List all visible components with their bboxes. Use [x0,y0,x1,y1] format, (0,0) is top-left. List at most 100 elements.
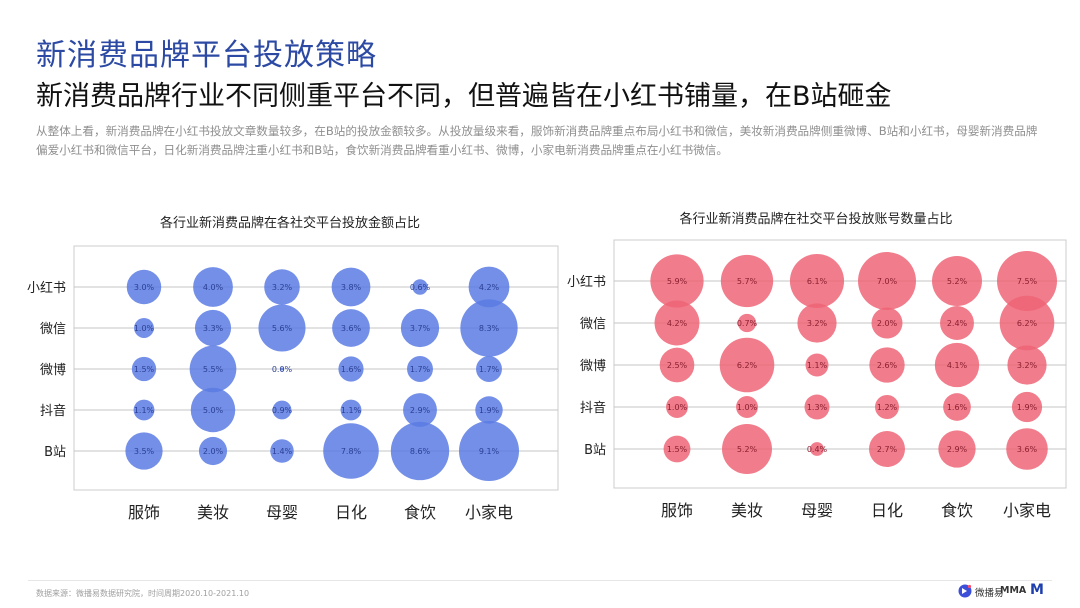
data-label: 5.0% [203,406,224,415]
data-label: 5.5% [203,365,224,374]
page-title: 新消费品牌平台投放策略 [36,38,377,73]
page-description: 从整体上看，新消费品牌在小红书投放文章数量较多，在B站的投放金额较多。从投放量级… [36,124,1038,157]
bubble [475,396,503,424]
bubble [338,356,364,382]
footer-divider [28,580,1052,581]
bubble [340,399,362,421]
data-label: 4.2% [479,283,500,292]
platform-label: 抖音 [580,400,606,416]
platform-label: 微信 [40,322,66,337]
data-label: 6.1% [807,277,828,286]
bubble [858,252,916,310]
bubble [810,442,824,456]
bubble [934,342,980,388]
bubble [999,295,1055,351]
data-label: 1.2% [877,403,898,412]
platform-label: 抖音 [40,403,66,419]
category-label: 母婴 [801,501,833,520]
data-label: 5.7% [737,277,758,286]
bubble [663,435,691,463]
bubble [805,353,829,377]
category-label: 母婴 [266,503,298,522]
data-label: 7.8% [341,447,362,456]
data-label: 8.3% [479,324,500,333]
bubble [390,421,450,481]
bubble [659,347,695,383]
data-label: 3.3% [203,324,224,333]
bubble [460,299,518,357]
bubble [720,254,774,308]
data-label: 6.2% [737,361,758,370]
data-label: 4.0% [203,283,224,292]
bubble [875,395,899,419]
bubble [133,399,155,421]
bubble [719,337,775,393]
bubble [1011,391,1043,423]
bubble [190,387,236,433]
platform-label: 微信 [580,317,606,332]
category-label: 小家电 [465,503,513,522]
bubble [789,253,845,309]
data-label: 4.1% [947,361,968,370]
bubble [194,309,232,347]
page-subtitle: 新消费品牌行业不同侧重平台不同，但普遍皆在小红书铺量，在B站砸金 [36,81,892,112]
bubble [722,424,772,474]
data-label: 1.5% [134,365,155,374]
bubble [131,356,157,382]
category-label: 服饰 [128,503,160,522]
data-label: 6.2% [1017,319,1038,328]
data-label: 1.0% [667,403,688,412]
plot-border [73,245,559,491]
bubble [403,393,437,427]
bubble [737,313,757,333]
bubble [189,345,237,393]
data-label: 1.4% [272,447,293,456]
data-label: 3.7% [410,324,431,333]
category-label: 食饮 [941,501,973,520]
data-label: 4.2% [667,319,688,328]
bubble [1007,345,1047,385]
data-label: 1.7% [479,365,500,374]
data-label: 8.6% [410,447,431,456]
data-label: 2.9% [410,406,431,415]
data-label: 5.9% [667,277,688,286]
platform-label: 微博 [580,359,606,374]
data-label: 0.7% [737,319,758,328]
bubble [126,269,162,305]
data-label: 1.6% [341,365,362,374]
bubble [932,256,982,306]
bubble [1006,428,1048,470]
data-label: 1.1% [341,406,362,415]
platform-label: 微博 [40,363,66,378]
bubble [459,421,519,481]
bubble [400,308,440,348]
category-label: 服饰 [661,501,693,520]
bubble [943,393,971,421]
data-label: 1.7% [410,365,431,374]
bubble [871,307,903,339]
platform-label: B站 [44,445,66,460]
bubble [997,251,1057,311]
bubble [797,303,837,343]
brand-name: 微播易 [975,588,1004,599]
data-label: 1.5% [667,445,688,454]
chart-amount-svg: 3.0% 4.0% 3.2% 3.8% 0.6% 4.2% 1.0% 3.3% 5.6% 3.6%… [27,245,559,522]
bubble [198,436,228,466]
plot-border [613,239,1067,489]
data-label: 2.7% [877,445,898,454]
bubble [258,304,306,352]
chart-account-svg: 5.9% 5.7% 6.1% 7.0% 5.2% 7.5% 4.2% 0.7% 3.2% 2.0%… [567,239,1067,520]
category-label: 日化 [871,501,903,520]
data-label: 2.6% [877,361,898,370]
bubble [332,309,370,347]
bubble [804,394,830,420]
bubble [869,431,905,467]
data-label: 1.6% [947,403,968,412]
data-label: 1.9% [479,406,500,415]
chart-amount-title: 各行业新消费品牌在各社交平台投放金额占比 [159,216,420,231]
data-label: 1.3% [807,403,828,412]
data-label: 3.6% [341,324,362,333]
data-label: 5.6% [272,324,293,333]
bubble [412,279,428,295]
bubble [264,269,300,305]
